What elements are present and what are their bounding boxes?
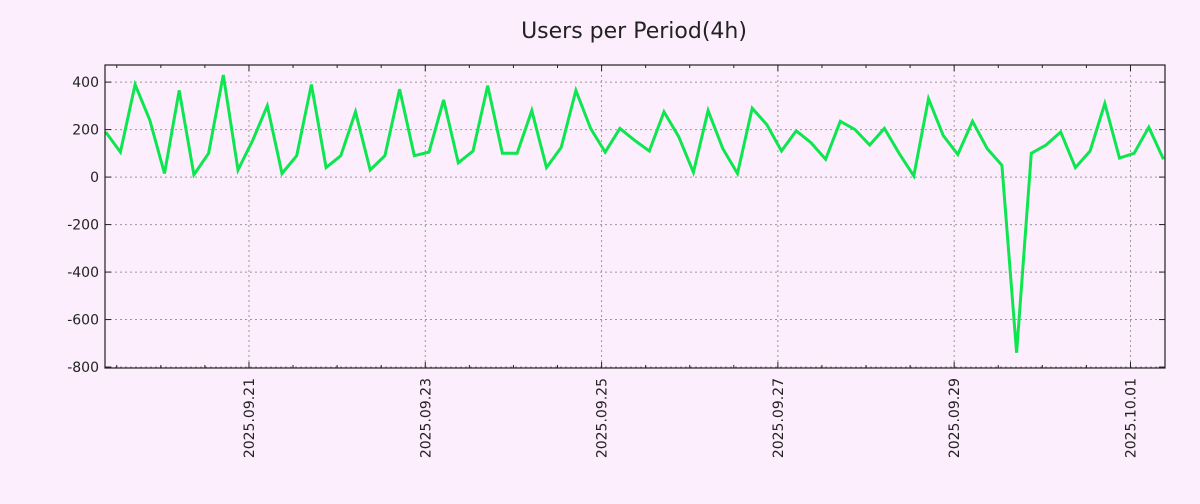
- y-tick-label: 200: [72, 123, 99, 139]
- series-line-users: [104, 74, 1165, 353]
- x-tick-label: 2025.09.25: [595, 378, 611, 458]
- y-tick-label: 400: [72, 75, 99, 91]
- x-tick-label: 2025.09.21: [242, 378, 258, 458]
- y-tick-label: -200: [67, 218, 99, 234]
- grid: [105, 65, 1165, 368]
- x-tick-label: 2025.09.29: [947, 378, 963, 458]
- plot-frame: [104, 64, 1166, 369]
- y-tick-label: -800: [67, 360, 99, 376]
- x-tick-label: 2025.09.27: [771, 378, 787, 458]
- axis-ticks: 400 200 0 -200 -400 -600 -800 2025.09.21 2025.09…: [67, 65, 1165, 458]
- y-tick-label: 0: [90, 170, 99, 186]
- x-tick-label: 2025.10.01: [1123, 378, 1139, 458]
- x-tick-label: 2025.09.23: [418, 378, 434, 458]
- y-tick-label: -400: [67, 265, 99, 281]
- y-tick-label: -600: [67, 313, 99, 329]
- chart-title: Users per Period(4h): [521, 19, 747, 44]
